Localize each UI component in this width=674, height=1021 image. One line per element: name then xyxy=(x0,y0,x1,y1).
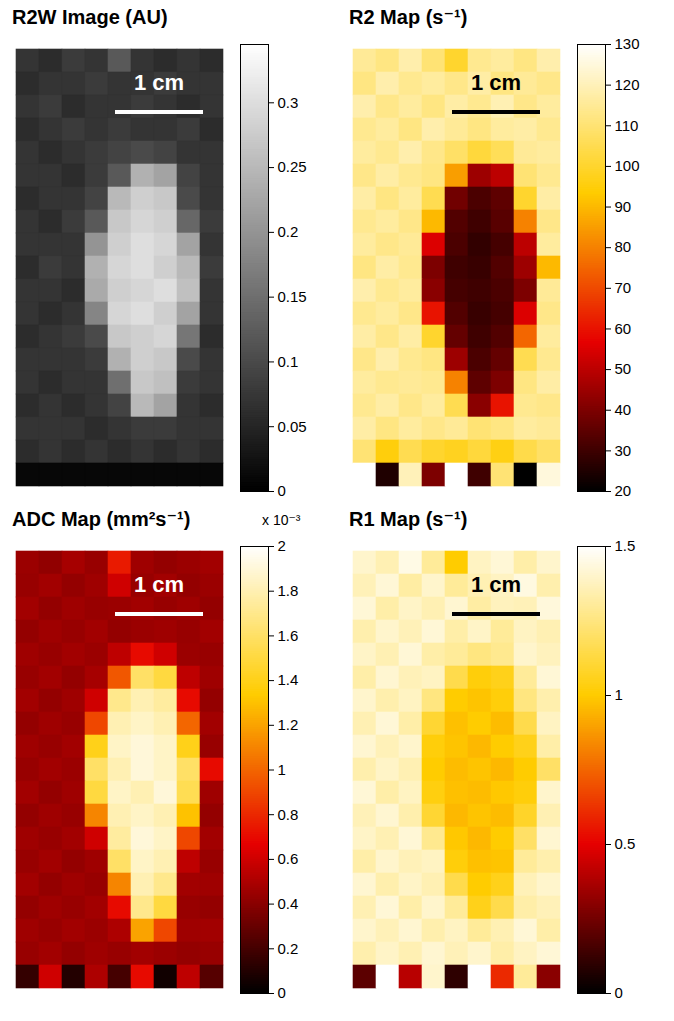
svg-text:1.8: 1.8 xyxy=(278,582,299,599)
svg-text:0.05: 0.05 xyxy=(278,418,307,435)
svg-text:0: 0 xyxy=(278,984,286,1001)
html-text:R2W Image (AU): R2W Image (AU) xyxy=(12,6,168,28)
svg-text:0: 0 xyxy=(615,984,623,1001)
svg-text:100: 100 xyxy=(615,157,640,174)
svg-text:2: 2 xyxy=(278,537,286,554)
svg-text:0.8: 0.8 xyxy=(278,806,299,823)
svg-text:0.3: 0.3 xyxy=(278,94,299,111)
svg-text:0: 0 xyxy=(278,482,286,499)
html-text:1 cm: 1 cm xyxy=(470,70,522,95)
svg-text:20: 20 xyxy=(615,482,632,499)
svg-text:1.5: 1.5 xyxy=(615,537,636,554)
html-text:1 cm: 1 cm xyxy=(470,572,522,597)
svg-text:0.15: 0.15 xyxy=(278,288,307,305)
svg-text:0.2: 0.2 xyxy=(278,940,299,957)
html-text:ADC Map (mm²s⁻¹): ADC Map (mm²s⁻¹) xyxy=(12,508,191,530)
svg-text:70: 70 xyxy=(615,279,632,296)
svg-text:0.1: 0.1 xyxy=(278,353,299,370)
svg-text:0.6: 0.6 xyxy=(278,850,299,867)
svg-text:0.2: 0.2 xyxy=(278,223,299,240)
svg-text:0.25: 0.25 xyxy=(278,158,307,175)
svg-text:110: 110 xyxy=(615,117,639,134)
svg-text:130: 130 xyxy=(615,35,640,52)
svg-text:1.6: 1.6 xyxy=(278,627,299,644)
svg-text:60: 60 xyxy=(615,320,632,337)
svg-text:40: 40 xyxy=(615,401,632,418)
html-text:R1 Map (s⁻¹): R1 Map (s⁻¹) xyxy=(349,508,468,530)
html-text:R2 Map (s⁻¹): R2 Map (s⁻¹) xyxy=(349,6,468,28)
svg-text:120: 120 xyxy=(615,76,640,93)
svg-text:0.4: 0.4 xyxy=(278,895,299,912)
html-text:x 10⁻³: x 10⁻³ xyxy=(262,512,301,528)
svg-text:90: 90 xyxy=(615,198,632,215)
html-text:1 cm: 1 cm xyxy=(133,572,185,597)
html-text:1 cm: 1 cm xyxy=(133,70,185,95)
svg-text:30: 30 xyxy=(615,442,632,459)
svg-text:1.4: 1.4 xyxy=(278,671,299,688)
svg-text:1: 1 xyxy=(278,761,286,778)
svg-text:50: 50 xyxy=(615,360,632,377)
svg-text:1: 1 xyxy=(615,686,623,703)
svg-text:0.5: 0.5 xyxy=(615,835,636,852)
svg-text:80: 80 xyxy=(615,238,632,255)
svg-text:1.2: 1.2 xyxy=(278,716,299,733)
